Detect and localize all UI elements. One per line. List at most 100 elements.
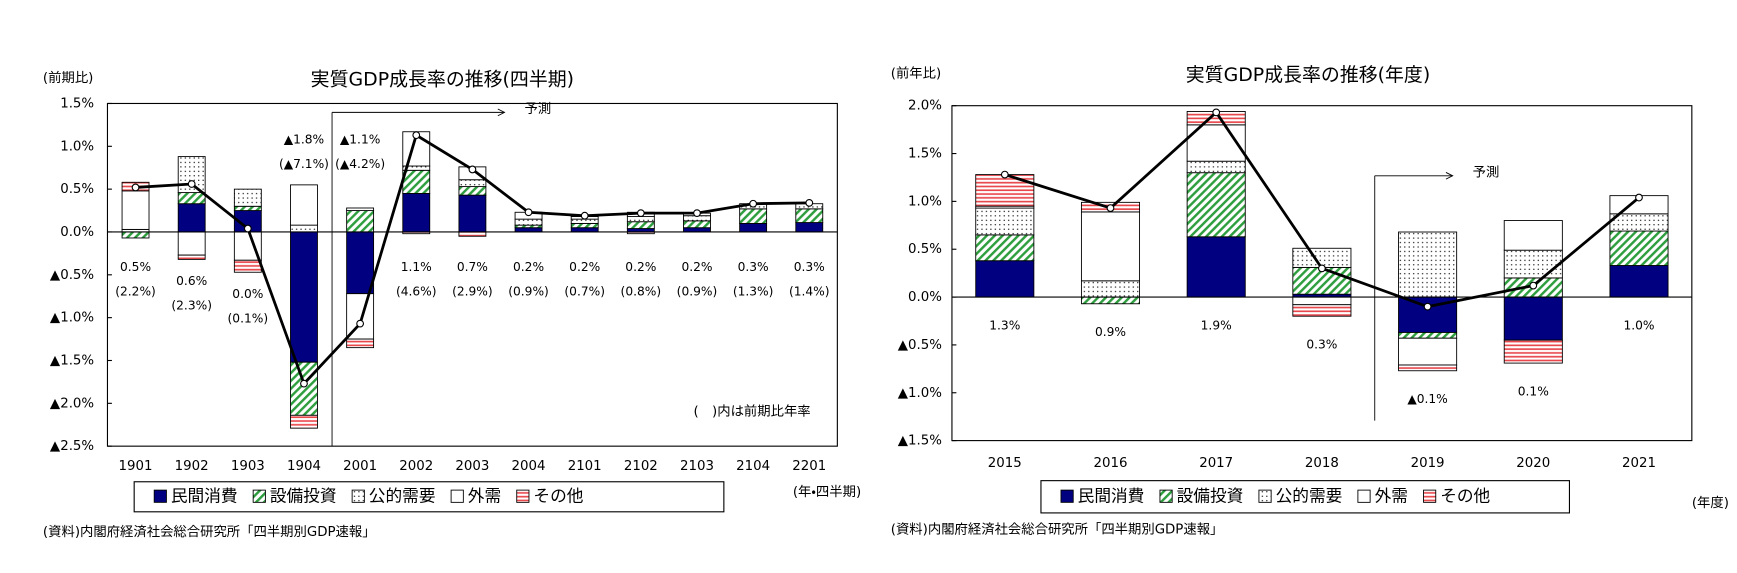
y-tick-label: 0.0% xyxy=(908,290,942,305)
y-tick-label: ▲0.5% xyxy=(898,338,942,353)
bar-segment xyxy=(514,227,543,233)
source-note: (資料)内閣府経済社会総合研究所「四半期別GDP速報」 xyxy=(43,523,376,540)
bar-segment xyxy=(346,210,375,233)
y-tick-label: ▲2.5% xyxy=(50,439,94,454)
bar-segment xyxy=(177,231,206,256)
data-label: ▲1.8% xyxy=(284,133,324,147)
bar-segment xyxy=(1503,296,1563,341)
legend-label: 公的需要 xyxy=(369,486,436,505)
legend-swatch xyxy=(351,489,365,503)
bar-segment xyxy=(233,231,262,261)
forecast-label: 予測 xyxy=(1473,164,1500,180)
bar-segment xyxy=(1398,337,1458,366)
data-label: 0.3% xyxy=(738,260,769,274)
annualized-label: (0.9%) xyxy=(677,285,718,299)
data-label: 0.1% xyxy=(1518,385,1549,399)
source-note: (資料)内閣府経済社会総合研究所「四半期別GDP速報」 xyxy=(891,521,1224,538)
x-tick-label: 2002 xyxy=(399,459,433,474)
bar-segment xyxy=(1503,220,1563,251)
legend-swatch xyxy=(153,489,167,503)
x-tick-label: 2019 xyxy=(1411,456,1445,471)
bar-segment xyxy=(1609,230,1669,266)
data-label: ▲1.1% xyxy=(340,133,380,147)
bar-segment xyxy=(233,188,262,207)
y-tick-label: 1.0% xyxy=(908,194,942,209)
y-tick-label: ▲1.5% xyxy=(50,353,94,368)
gdp-point xyxy=(356,319,365,328)
annualized-label: (0.8%) xyxy=(621,285,662,299)
bar-segment xyxy=(402,169,431,194)
y-tick-label: 1.5% xyxy=(908,147,942,162)
legend-swatch xyxy=(1423,489,1437,503)
bar-segment xyxy=(177,156,206,194)
chart-title: 実質GDP成長率の推移(四半期) xyxy=(311,69,574,91)
x-tick-label: 2104 xyxy=(736,459,770,474)
gdp-point xyxy=(1529,281,1538,290)
legend-swatch xyxy=(450,489,464,503)
annualized-label: (2.9%) xyxy=(452,285,493,299)
x-tick-label: 2103 xyxy=(680,459,714,474)
gdp-point xyxy=(805,198,814,207)
gdp-point xyxy=(300,379,308,388)
x-unit-label: (年・四半期) xyxy=(793,484,861,500)
x-tick-label: 1902 xyxy=(175,459,209,474)
gdp-point xyxy=(1317,264,1326,273)
bar-segment xyxy=(121,231,150,239)
bar-segment xyxy=(975,207,1035,236)
bar-segment xyxy=(458,194,487,233)
bar-segment xyxy=(290,231,318,363)
bar-segment xyxy=(739,222,768,233)
bar-segment xyxy=(290,224,318,233)
x-tick-label: 2004 xyxy=(512,459,546,474)
bar-segment xyxy=(1080,296,1141,305)
y-tick-label: ▲1.0% xyxy=(50,311,94,326)
bar-segment xyxy=(1503,339,1563,364)
gdp-point xyxy=(187,180,196,188)
annualized-label: (▲7.1%) xyxy=(279,157,329,171)
bar-segment xyxy=(290,414,318,429)
gdp-point xyxy=(524,208,533,217)
legend-swatch xyxy=(1357,489,1371,503)
legend-label: その他 xyxy=(533,486,583,505)
forecast-label: 予測 xyxy=(525,101,552,117)
bar-segment xyxy=(177,192,206,205)
legend-label: 設備投資 xyxy=(270,486,337,505)
bar-segment xyxy=(233,259,262,273)
y-tick-label: ▲1.0% xyxy=(898,386,942,401)
gdp-point xyxy=(580,211,589,220)
bar-segment xyxy=(795,222,824,233)
bar-segment xyxy=(233,205,262,212)
gdp-point xyxy=(1423,302,1432,311)
annualized-label: (2.2%) xyxy=(115,285,156,299)
data-label: 1.0% xyxy=(1623,318,1654,332)
bar-segment xyxy=(570,218,599,224)
bar-segment xyxy=(1186,160,1246,174)
gdp-point xyxy=(468,165,477,174)
x-tick-label: 2201 xyxy=(792,459,826,474)
bar-segment xyxy=(121,190,150,230)
bar-segment xyxy=(458,231,487,237)
legend-label: 公的需要 xyxy=(1276,486,1343,505)
bar-segment xyxy=(975,234,1035,262)
data-label: 0.0% xyxy=(232,287,263,301)
y-tick-label: 0.0% xyxy=(60,225,94,240)
data-label: 0.3% xyxy=(1306,338,1337,352)
legend-label: 設備投資 xyxy=(1177,486,1244,505)
bar-segment xyxy=(458,186,487,196)
annualized-label: (0.9%) xyxy=(508,285,549,299)
y-unit-label: (前年比) xyxy=(891,64,941,81)
gdp-point xyxy=(693,209,701,218)
legend-label: その他 xyxy=(1440,486,1490,505)
bar-segment xyxy=(402,192,431,233)
x-tick-label: 1901 xyxy=(119,459,153,474)
bar-segment xyxy=(290,361,318,416)
y-tick-label: ▲1.5% xyxy=(898,434,942,449)
data-label: 0.5% xyxy=(120,260,151,274)
plot-area xyxy=(106,102,838,447)
bar-segment xyxy=(683,227,711,233)
bar-segment xyxy=(177,203,206,233)
bar-segment xyxy=(1080,211,1141,282)
y-tick-label: 0.5% xyxy=(908,242,942,257)
bar-segment xyxy=(739,208,768,224)
data-label: 0.2% xyxy=(681,260,712,274)
